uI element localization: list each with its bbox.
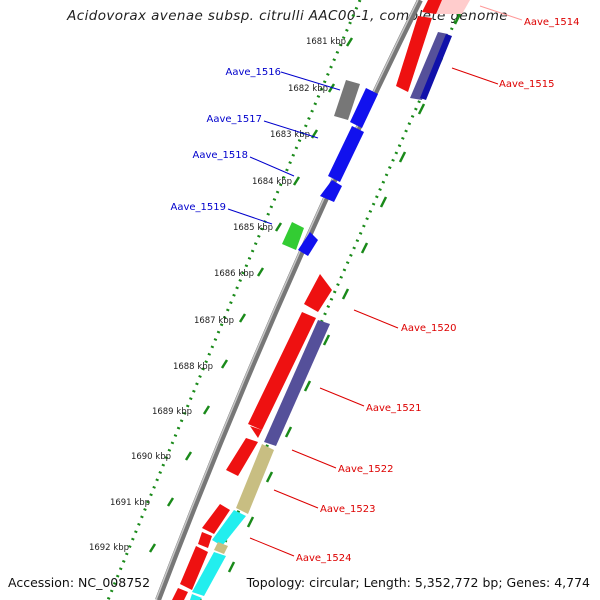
right-gene-labels: Aave_1514 Aave_1515 Aave_1520 Aave_1521 … — [249, 5, 580, 564]
gene-feature[interactable] — [436, 0, 470, 14]
tick-label: 1684 kbp — [252, 177, 292, 187]
gene-feature[interactable] — [410, 32, 448, 100]
tick-label: 1687 kbp — [194, 316, 234, 326]
gene-feature[interactable] — [180, 546, 208, 590]
accession-text: Accession: NC_008752 — [8, 575, 151, 590]
inner-strand-genes — [282, 80, 378, 256]
gene-feature[interactable] — [190, 594, 202, 600]
gene-feature[interactable] — [214, 542, 228, 554]
gene-label[interactable]: Aave_1522 — [338, 464, 394, 475]
gene-label[interactable]: Aave_1518 — [193, 150, 249, 161]
gene-feature[interactable] — [304, 274, 332, 312]
tick-label: 1683 kbp — [270, 130, 310, 140]
gene-feature[interactable] — [236, 444, 274, 514]
gene-label[interactable]: Aave_1519 — [171, 202, 227, 213]
tick-label: 1689 kbp — [152, 407, 192, 417]
left-gene-labels: Aave_1516 Aave_1517 Aave_1518 Aave_1519 — [171, 67, 341, 225]
gene-label[interactable]: Aave_1514 — [524, 17, 580, 28]
gene-feature[interactable] — [282, 222, 304, 250]
tick-label: 1685 kbp — [233, 223, 273, 233]
left-tick-marks — [148, 37, 354, 553]
map-title: Acidovorax avenae subsp. citrulli AAC00-… — [67, 8, 508, 24]
gene-feature[interactable] — [248, 312, 316, 430]
gene-feature[interactable] — [226, 438, 258, 476]
gene-label[interactable]: Aave_1516 — [226, 67, 282, 78]
gene-label[interactable]: Aave_1520 — [401, 323, 457, 334]
tick-label: 1690 kbp — [131, 452, 171, 462]
gene-label[interactable]: Aave_1517 — [207, 114, 263, 125]
tick-label: 1691 kbp — [110, 498, 150, 508]
gene-feature[interactable] — [422, 0, 444, 14]
gene-feature[interactable] — [198, 532, 212, 548]
gene-label[interactable]: Aave_1523 — [320, 504, 376, 515]
gene-feature[interactable] — [320, 180, 342, 202]
gene-feature[interactable] — [212, 510, 246, 546]
tick-label: 1681 kbp — [306, 37, 346, 47]
tick-labels: 1681 kbp 1682 kbp 1683 kbp 1684 kbp 1685… — [89, 37, 346, 553]
tick-label: 1682 kbp — [288, 84, 328, 94]
gene-feature[interactable] — [264, 320, 330, 446]
gene-feature[interactable] — [350, 88, 378, 128]
genome-backbone-highlight — [155, 0, 419, 600]
genome-summary-text: Topology: circular; Length: 5,352,772 bp… — [246, 575, 590, 590]
gene-feature[interactable] — [334, 80, 360, 120]
tick-label: 1686 kbp — [214, 269, 254, 279]
gene-label[interactable]: Aave_1524 — [296, 553, 352, 564]
gene-feature[interactable] — [298, 232, 318, 256]
gene-feature[interactable] — [172, 588, 188, 600]
gene-feature[interactable] — [192, 552, 226, 596]
tick-label: 1688 kbp — [173, 362, 213, 372]
gene-label[interactable]: Aave_1515 — [499, 79, 555, 90]
gene-feature[interactable] — [420, 34, 452, 100]
gene-feature[interactable] — [396, 16, 432, 92]
gene-feature[interactable] — [202, 504, 230, 534]
gene-feature[interactable] — [250, 426, 262, 438]
genome-backbone — [155, 0, 423, 600]
tick-label: 1692 kbp — [89, 543, 129, 553]
outer-strand-genes — [172, 0, 470, 600]
gene-feature[interactable] — [328, 126, 364, 182]
gene-label[interactable]: Aave_1521 — [366, 403, 422, 414]
